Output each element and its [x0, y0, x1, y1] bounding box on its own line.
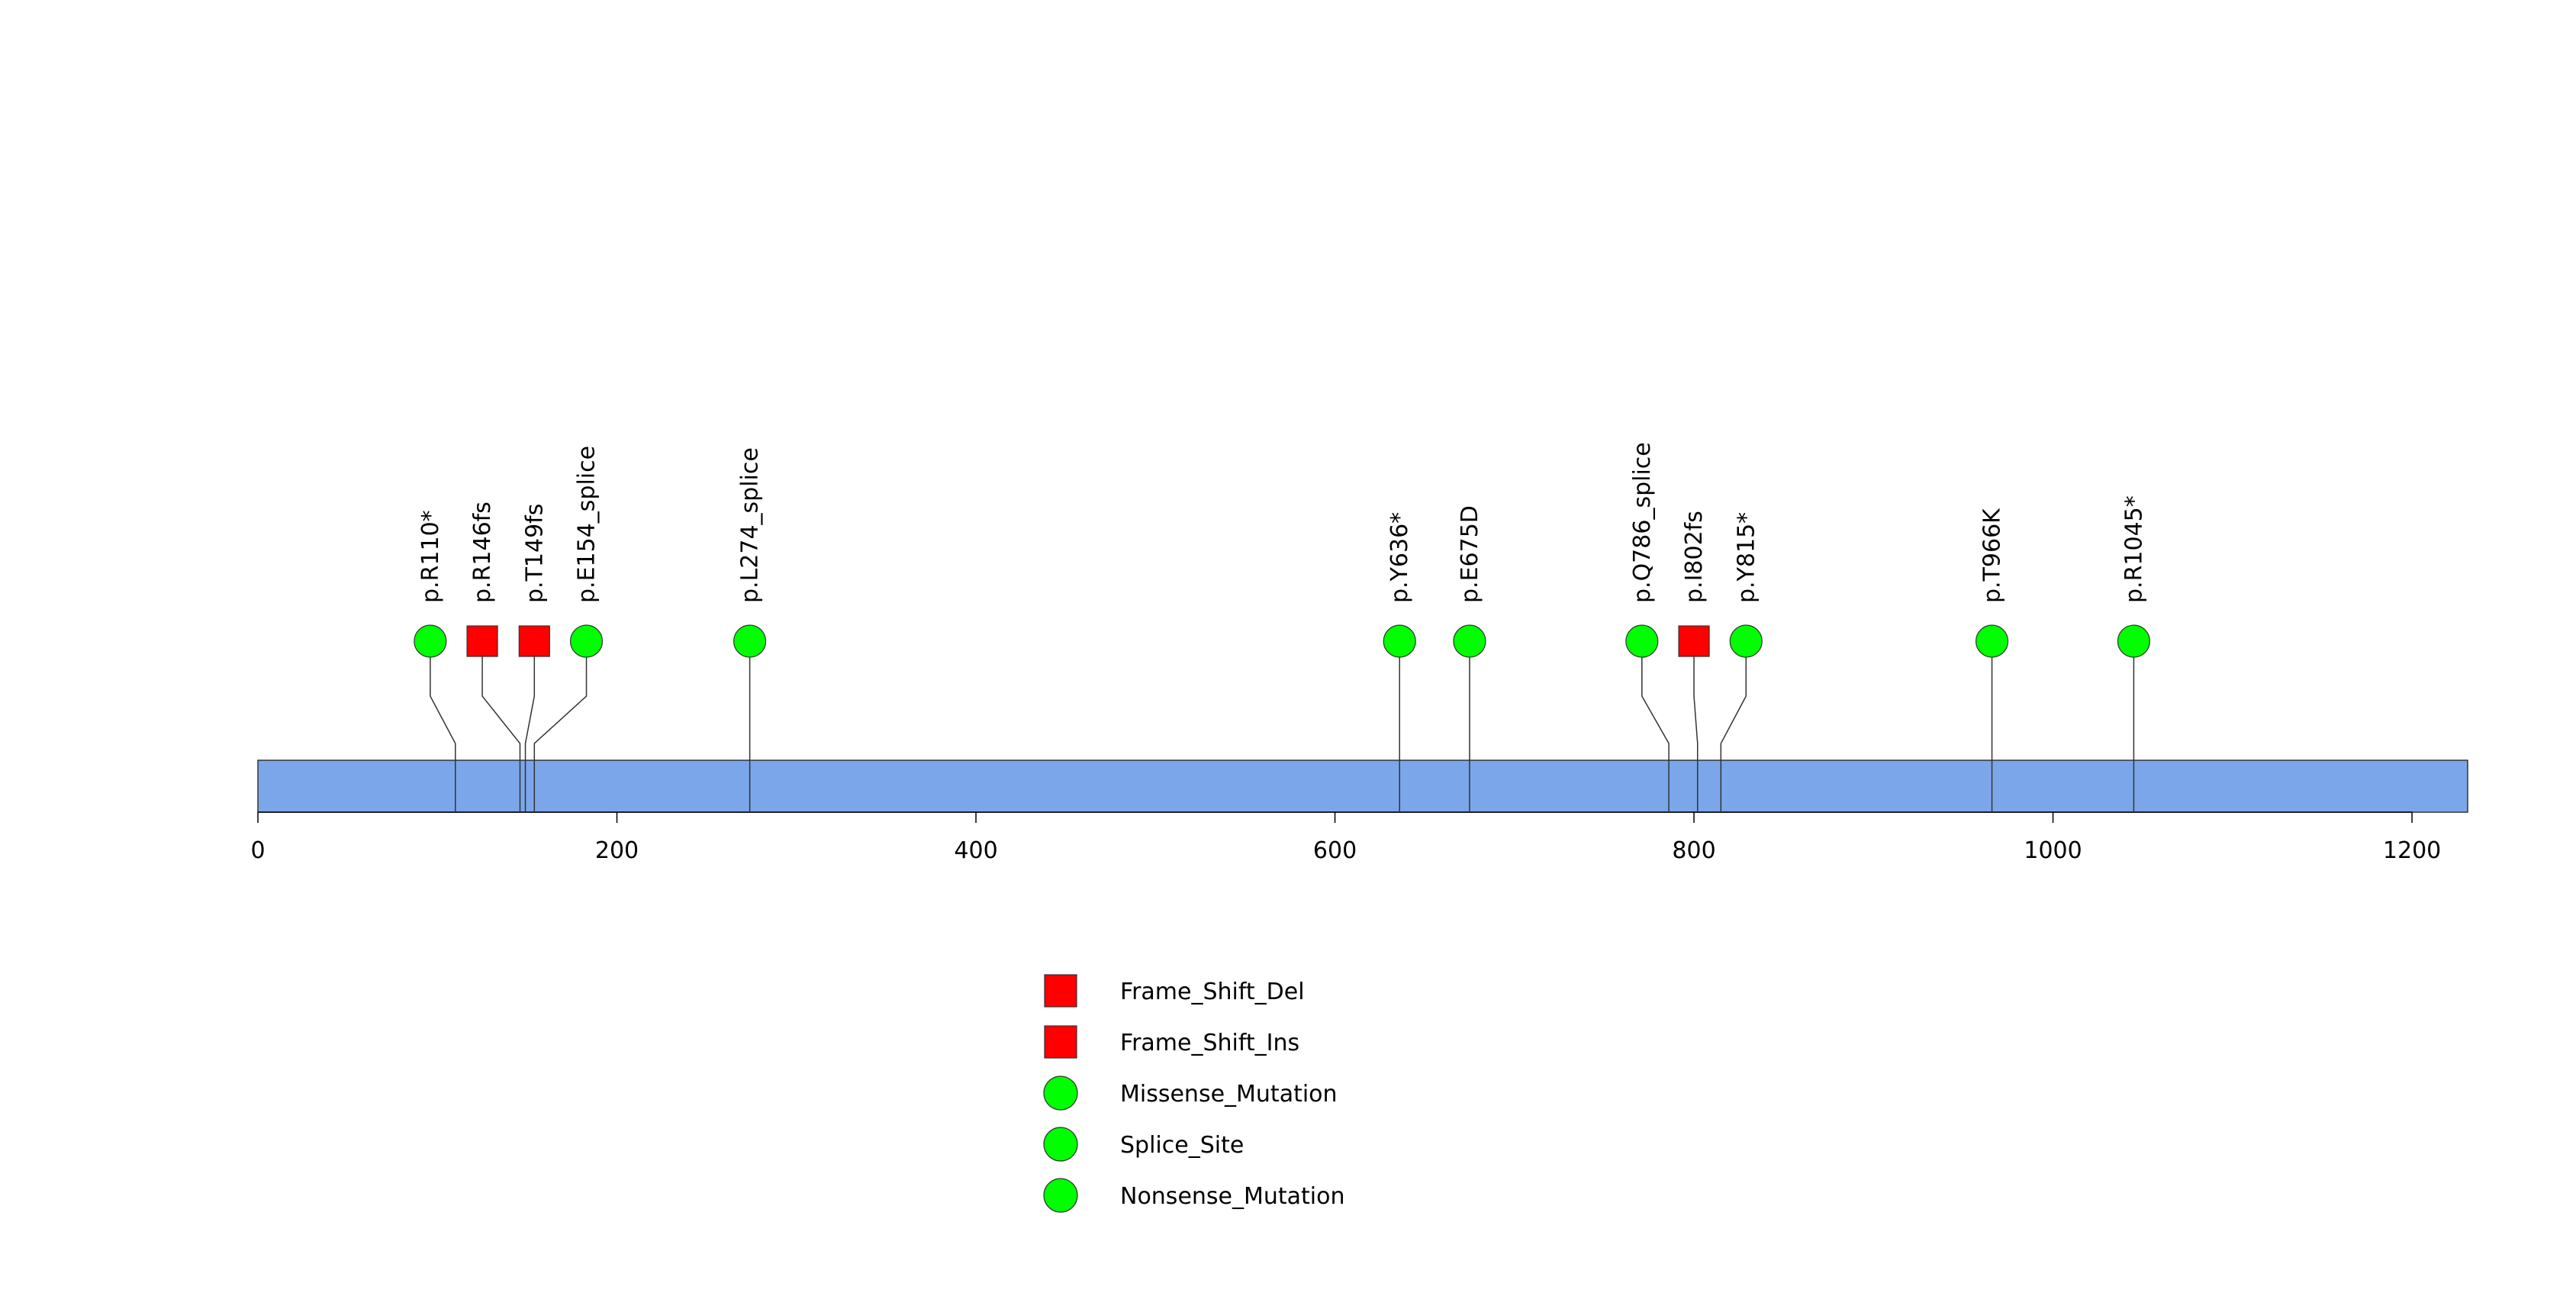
mutation-marker-circle [1975, 624, 2009, 658]
mutation-marker-circle [1453, 624, 1486, 658]
mutation-marker-circle [1625, 624, 1659, 658]
mutation-marker-circle [569, 624, 604, 658]
legend-label: Frame_Shift_Ins [1120, 1030, 1299, 1056]
mutation-labels: p.R110* p.R146fs p.T149fs p.E154_splice p.L2… [417, 442, 2148, 603]
axis-tick-label: 0 [250, 837, 265, 864]
mutation-label: p.Y815* [1733, 512, 1760, 603]
mutation-label: p.L274_splice [737, 447, 764, 603]
axis-tick-label: 1200 [2383, 837, 2441, 864]
mutation-stems [430, 641, 2135, 812]
mutation-stem [430, 641, 456, 812]
mutation-label: p.Y636* [1386, 512, 1413, 603]
mutation-marker-square [466, 625, 498, 657]
x-axis: 0 200 400 600 800 1000 1200 [250, 811, 2441, 864]
legend-label: Nonsense_Mutation [1120, 1183, 1345, 1210]
axis-tick-label: 1000 [2024, 837, 2082, 864]
protein-bar [257, 759, 2468, 813]
mutation-marker-circle [2117, 624, 2151, 658]
legend-label: Frame_Shift_Del [1120, 979, 1305, 1005]
mutation-marker-circle [1383, 624, 1416, 658]
mutation-label: p.R110* [417, 510, 444, 603]
axis-tick-label: 800 [1672, 837, 1715, 864]
legend-swatch-square [1044, 974, 1077, 1008]
legend-label: Splice_Site [1120, 1132, 1244, 1159]
legend-label: Missense_Mutation [1120, 1081, 1338, 1108]
legend: Frame_Shift_Del Frame_Shift_Ins Missense_M… [1043, 974, 1345, 1213]
mutation-stem [1641, 641, 1670, 812]
legend-swatch-square [1044, 1025, 1077, 1059]
legend-swatch-circle [1043, 1076, 1078, 1111]
mutation-stem [1693, 641, 1699, 812]
axis-tick-label: 600 [1313, 837, 1357, 864]
mutation-label: p.E154_splice [574, 446, 601, 603]
mutation-marker-circle [1729, 624, 1763, 658]
mutation-markers [414, 624, 2151, 658]
mutation-stem [1720, 641, 1747, 812]
mutation-stem [533, 641, 588, 812]
mutation-marker-circle [733, 624, 767, 658]
mutation-label: p.T149fs [521, 504, 548, 603]
axis-tick-label: 200 [595, 837, 639, 864]
legend-swatch-circle [1043, 1178, 1078, 1213]
mutation-label: p.R1045* [2120, 495, 2147, 603]
legend-swatch-circle [1043, 1127, 1078, 1162]
mutation-stem [481, 641, 521, 812]
mutation-label: p.T966K [1979, 508, 2006, 603]
mutation-stem [524, 641, 536, 812]
mutation-label: p.E675D [1457, 505, 1483, 603]
mutation-marker-square [518, 625, 550, 657]
mutation-label: p.R146fs [469, 501, 496, 603]
axis-tick-label: 400 [954, 837, 997, 864]
mutation-marker-circle [414, 624, 447, 658]
mutation-label: p.I802fs [1681, 511, 1708, 603]
mutation-label: p.Q786_splice [1629, 442, 1656, 603]
mutation-marker-square [1678, 625, 1710, 657]
